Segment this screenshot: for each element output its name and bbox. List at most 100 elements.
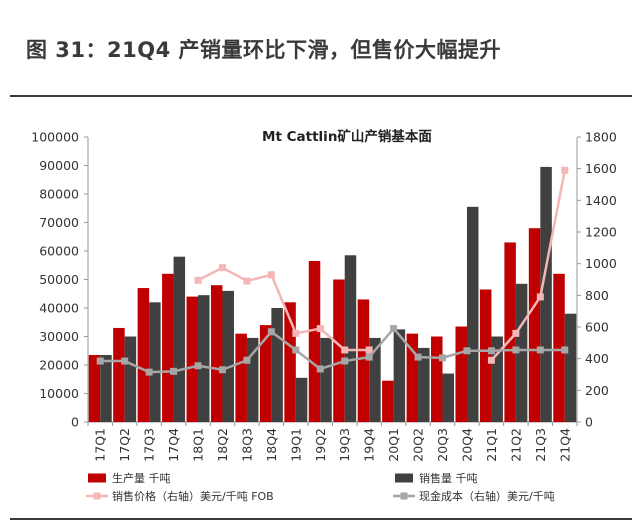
cost-marker (194, 362, 202, 370)
left-tick-label: 50000 (39, 272, 79, 287)
sales-bar (320, 337, 332, 422)
x-category-label: 21Q2 (508, 428, 523, 462)
chart-title: Mt Cattlin矿山产销基本面 (262, 128, 432, 145)
x-category-label: 18Q2 (215, 428, 230, 462)
x-category-label: 18Q4 (264, 428, 279, 462)
cost-marker (121, 357, 129, 365)
x-category-label: 18Q1 (191, 428, 206, 462)
cost-marker (561, 346, 569, 354)
x-category-label: 17Q2 (117, 428, 132, 462)
sales-bar (222, 290, 234, 422)
price-marker (292, 329, 300, 337)
legend-label: 销售价格（右轴）美元/千吨 FOB (112, 489, 274, 503)
production-bar (431, 336, 443, 422)
sales-bar (564, 313, 577, 422)
production-bar (235, 333, 247, 422)
x-category-label: 19Q1 (288, 428, 303, 462)
cost-marker (463, 347, 471, 355)
right-tick-label: 200 (585, 383, 609, 398)
legend-swatch-sales (395, 473, 413, 483)
production-bar (259, 325, 272, 422)
right-tick-label: 1600 (585, 161, 617, 176)
production-bar (333, 279, 345, 422)
cost-line (100, 326, 565, 374)
cost-marker (145, 368, 153, 376)
sales-bar (149, 302, 161, 422)
top-rule (10, 95, 632, 97)
x-category-label: 19Q4 (362, 428, 377, 462)
production-bar (553, 273, 565, 422)
price-marker (512, 329, 520, 337)
cost-marker (414, 353, 422, 361)
cost-marker (96, 357, 104, 365)
cost-marker (292, 346, 300, 354)
left-tick-label: 70000 (39, 215, 79, 230)
cost-marker (341, 357, 349, 365)
production-bar (113, 327, 125, 422)
cost-marker (536, 346, 544, 354)
cost-marker (439, 354, 447, 362)
left-tick-label: 20000 (39, 358, 79, 373)
legend-label: 销售量 千吨 (419, 471, 478, 485)
x-category-label: 19Q3 (337, 428, 352, 462)
production-bar (186, 296, 199, 422)
legend-swatch-production (88, 473, 106, 483)
right-tick-label: 1800 (585, 130, 617, 145)
production-bar (406, 333, 419, 422)
x-category-label: 17Q4 (166, 428, 181, 462)
x-category-label: 21Q3 (533, 428, 548, 462)
price-marker (316, 325, 324, 333)
price-marker (561, 166, 569, 174)
sales-bar (198, 295, 210, 422)
x-category-label: 20Q4 (459, 428, 474, 462)
cost-marker (243, 356, 251, 364)
x-category-label: 17Q3 (142, 428, 157, 462)
production-bar (479, 289, 492, 422)
right-tick-label: 400 (585, 351, 609, 366)
cost-marker (218, 366, 226, 374)
production-bar (88, 355, 101, 422)
left-tick-label: 80000 (39, 187, 79, 202)
left-tick-label: 30000 (39, 329, 79, 344)
production-bar (308, 260, 321, 422)
price-marker (243, 277, 251, 285)
right-tick-label: 1000 (585, 256, 617, 271)
cost-marker (390, 325, 398, 333)
price-marker (536, 293, 544, 301)
sales-bar (295, 377, 308, 422)
x-category-label: 20Q2 (411, 428, 426, 462)
right-tick-label: 1400 (585, 193, 617, 208)
x-category-label: 21Q4 (557, 428, 572, 462)
production-bar (455, 326, 467, 422)
production-bar (210, 285, 223, 422)
price-line (197, 266, 370, 352)
bottom-rule (10, 518, 632, 520)
left-tick-label: 0 (71, 415, 79, 430)
production-bar (357, 299, 370, 422)
production-bar (137, 288, 150, 422)
right-tick-label: 800 (585, 288, 609, 303)
figure-title: 图 31：21Q4 产销量环比下滑，但售价大幅提升 (26, 38, 502, 62)
sales-bar (246, 337, 259, 422)
left-tick-label: 60000 (39, 244, 79, 259)
sales-bar (124, 336, 137, 422)
left-tick-label: 40000 (39, 301, 79, 316)
x-category-label: 18Q3 (239, 428, 254, 462)
sales-bar (344, 255, 357, 422)
production-bar (162, 273, 174, 422)
x-category-label: 20Q3 (435, 428, 450, 462)
x-category-label: 21Q1 (484, 428, 499, 462)
cost-marker (316, 365, 324, 373)
x-category-label: 19Q2 (313, 428, 328, 462)
cost-marker (487, 347, 495, 355)
cost-marker (267, 328, 275, 336)
x-category-label: 20Q1 (386, 428, 401, 462)
legend-label: 现金成本（右轴）美元/千吨 (419, 489, 555, 503)
x-category-label: 17Q1 (93, 428, 108, 462)
price-marker (267, 271, 275, 279)
production-bar (528, 228, 541, 422)
sales-bar (393, 329, 406, 422)
sales-bar (442, 373, 455, 422)
left-tick-label: 90000 (39, 158, 79, 173)
